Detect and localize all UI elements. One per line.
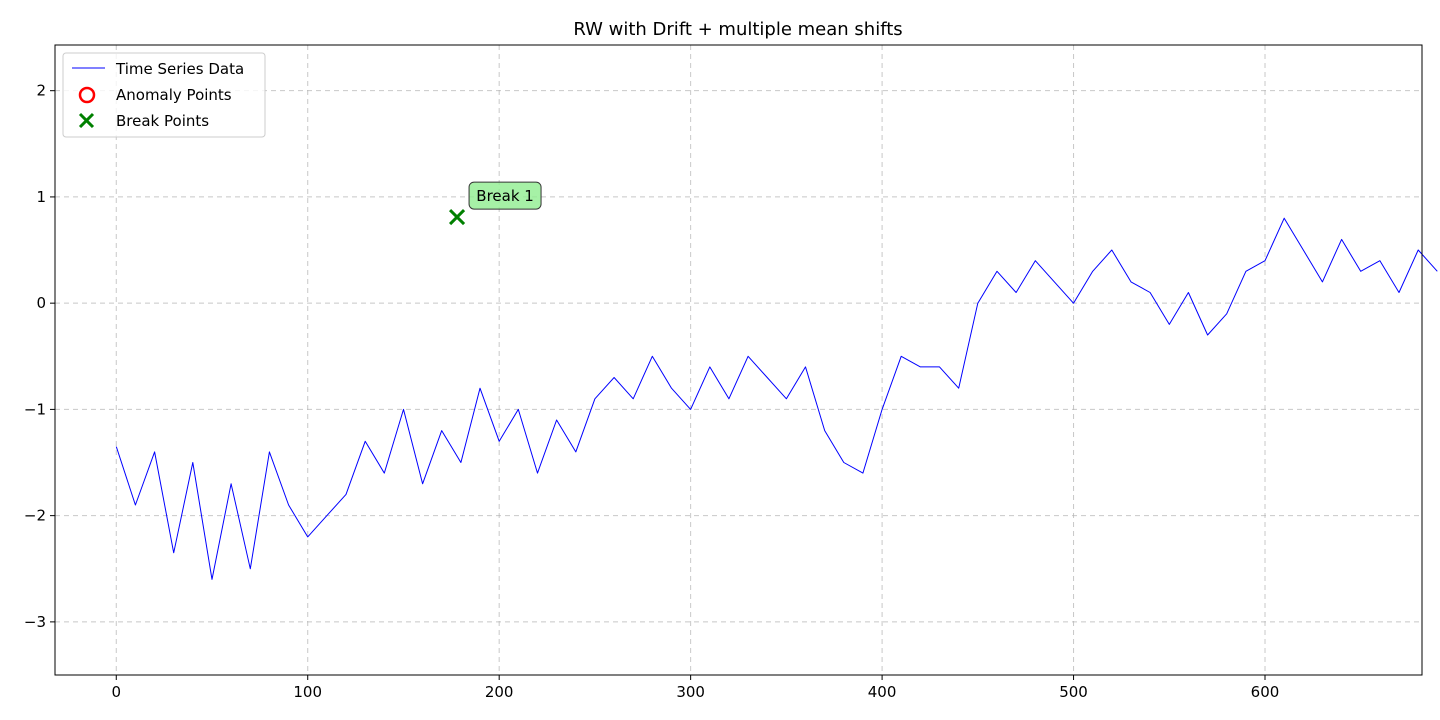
- x-tick-label: 400: [868, 683, 897, 701]
- x-tick-label: 500: [1059, 683, 1088, 701]
- legend-label-anomaly: Anomaly Points: [116, 86, 232, 104]
- plot-area: [115, 209, 1438, 580]
- legend: Time Series Data Anomaly Points Break Po…: [62, 52, 266, 138]
- legend-circle-marker: [78, 86, 96, 104]
- break-point-marker: [448, 209, 466, 226]
- break-label: Break 1: [476, 187, 534, 205]
- break-label-box: [468, 181, 542, 210]
- legend-x-marker: [78, 112, 95, 129]
- y-tick-label: 1: [36, 188, 46, 206]
- legend-label-break: Break Points: [116, 112, 209, 130]
- series-line: [115, 217, 1438, 580]
- grid: [55, 45, 1422, 675]
- x-tick-label: 600: [1251, 683, 1280, 701]
- legend-label-series: Time Series Data: [115, 60, 244, 78]
- y-tick-label: 0: [36, 294, 46, 312]
- chart-title: RW with Drift + multiple mean shifts: [573, 19, 902, 40]
- annotations: Break 1: [468, 181, 542, 210]
- y-tick-label: −1: [24, 400, 46, 418]
- x-tick-label: 0: [111, 683, 121, 701]
- y-tick-label: −2: [24, 507, 46, 525]
- x-tick-label: 300: [676, 683, 705, 701]
- x-tick-label: 200: [485, 683, 514, 701]
- x-tick-label: 100: [293, 683, 322, 701]
- legend-box: [62, 52, 266, 138]
- y-tick-label: −3: [24, 613, 46, 631]
- x-axis: 0 100 200 300 400 500 600: [111, 675, 1279, 701]
- y-axis: −3 −2 −1 0 1 2: [24, 82, 55, 631]
- y-tick-label: 2: [36, 82, 46, 100]
- axes-frame: [54, 44, 1423, 676]
